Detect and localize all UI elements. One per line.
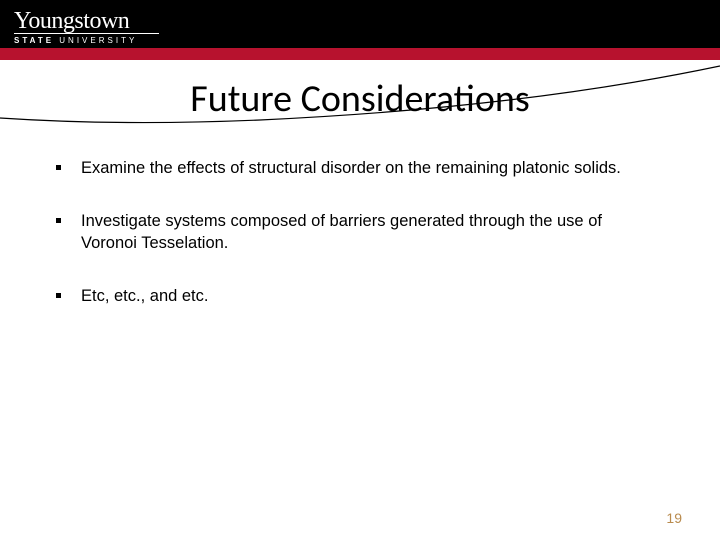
page-number: 19	[666, 510, 682, 526]
university-logo: Youngstown STATE UNIVERSITY	[14, 8, 159, 45]
bullet-text: Etc, etc., and etc.	[81, 286, 640, 307]
slide: Youngstown STATE UNIVERSITY Future Consi…	[0, 0, 720, 540]
slide-title: Future Considerations	[0, 76, 720, 122]
bullet-list: Examine the effects of structural disord…	[56, 158, 640, 340]
logo-main-text: Youngstown	[14, 8, 159, 35]
bullet-dot-icon	[56, 165, 61, 170]
bullet-dot-icon	[56, 293, 61, 298]
bullet-dot-icon	[56, 218, 61, 223]
bullet-item: Etc, etc., and etc.	[56, 286, 640, 307]
bullet-text: Investigate systems composed of barriers…	[81, 211, 640, 254]
bullet-item: Investigate systems composed of barriers…	[56, 211, 640, 254]
bullet-text: Examine the effects of structural disord…	[81, 158, 640, 179]
bullet-item: Examine the effects of structural disord…	[56, 158, 640, 179]
